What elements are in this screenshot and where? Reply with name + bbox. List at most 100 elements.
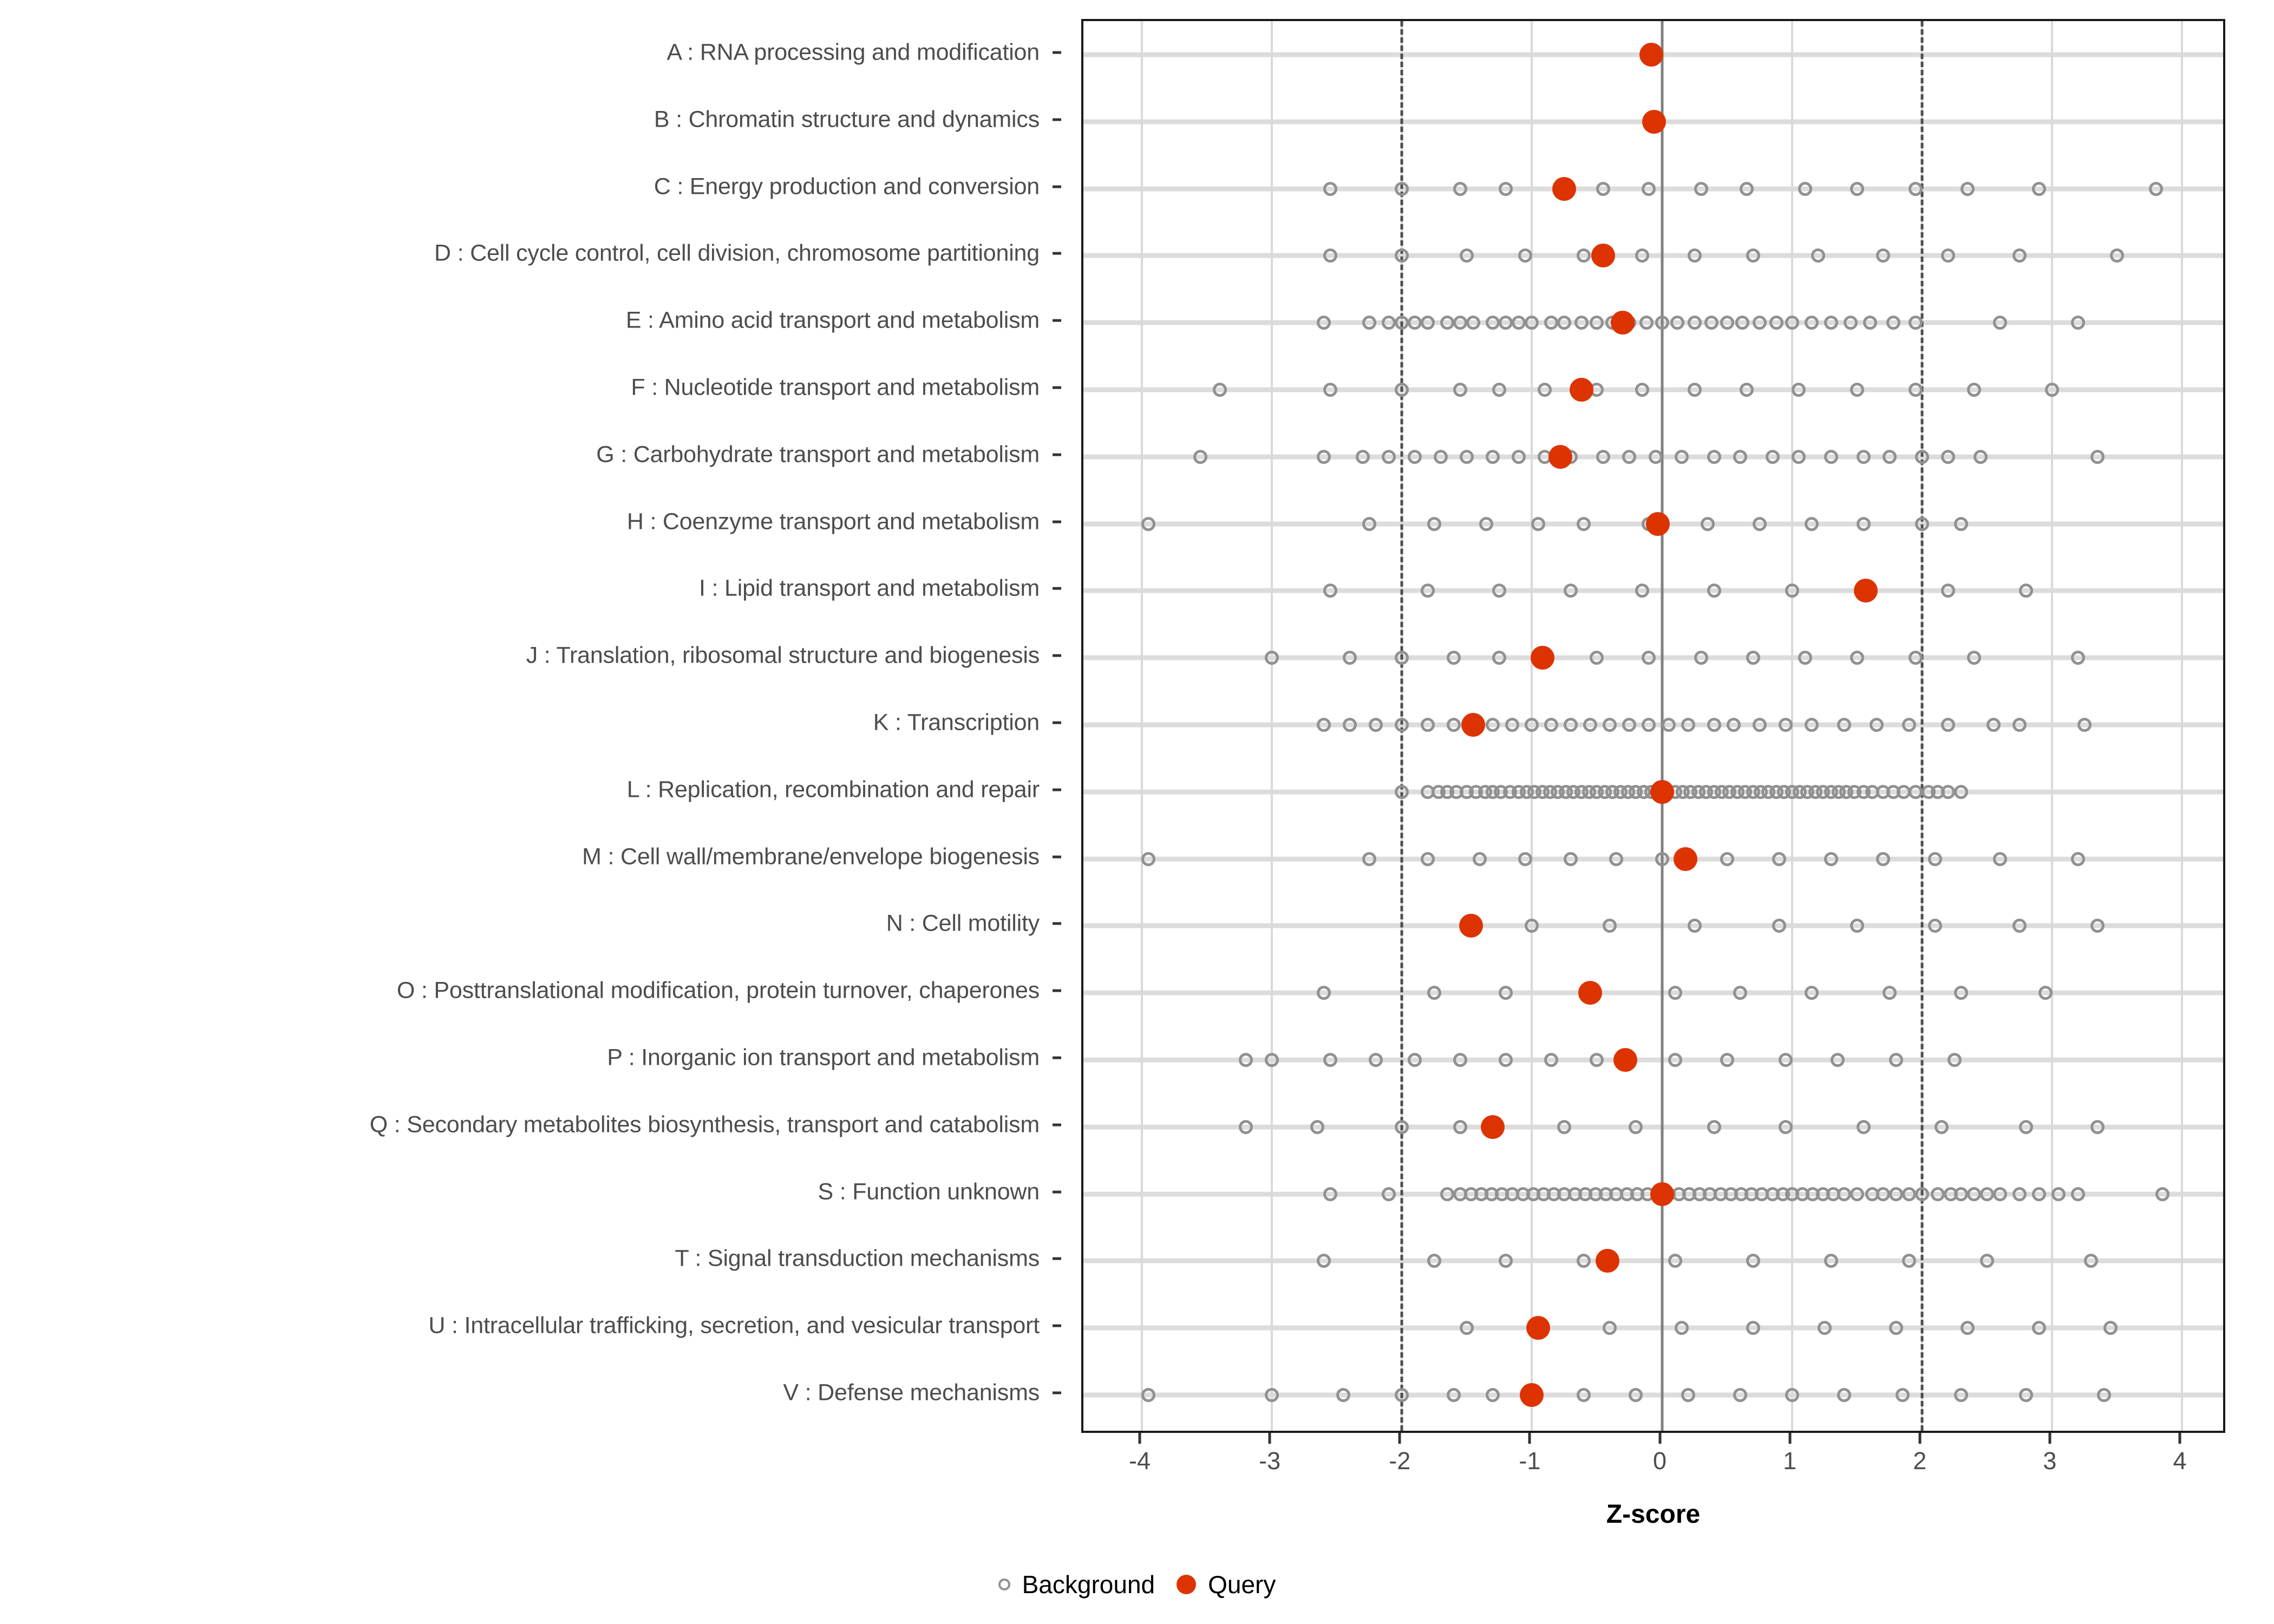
background-point (1213, 383, 1227, 397)
background-point (1953, 1388, 1968, 1402)
background-point (2077, 718, 2092, 732)
background-point (1486, 718, 1500, 732)
query-point (1650, 780, 1674, 804)
background-point (1804, 986, 1819, 1000)
x-axis-tick (1268, 1433, 1271, 1444)
legend-item-query: Query (1177, 1570, 1276, 1599)
background-point (1141, 852, 1156, 866)
query-point (1569, 378, 1593, 402)
background-point (1940, 248, 1955, 263)
background-point (1934, 1119, 1949, 1134)
background-point (2109, 248, 2124, 263)
background-point (1850, 919, 1864, 933)
background-point (2031, 1321, 2046, 1335)
background-point (1707, 1119, 1721, 1134)
y-axis-tick (1053, 788, 1061, 791)
background-point (1239, 1119, 1253, 1134)
legend-item-background: Background (998, 1570, 1155, 1599)
background-point (1499, 1254, 1513, 1268)
background-point (2031, 181, 2046, 196)
background-point (1564, 852, 1578, 866)
y-axis-tick (1053, 185, 1061, 188)
background-point (1525, 919, 1539, 933)
background-point (1869, 718, 1884, 732)
background-point (1434, 449, 1448, 464)
y-axis-label: V : Defense mechanisms (783, 1379, 1040, 1406)
background-point (1486, 449, 1500, 464)
y-axis-tick (1053, 1324, 1061, 1327)
y-axis-tick (1053, 51, 1061, 54)
background-point (1746, 1321, 1760, 1335)
background-point (1317, 718, 1331, 732)
background-point (2038, 986, 2053, 1000)
background-point (1141, 1388, 1156, 1402)
background-point (1460, 449, 1474, 464)
y-axis-label: U : Intracellular trafficking, secretion… (428, 1312, 1040, 1339)
background-point (1687, 919, 1702, 933)
background-point (1856, 516, 1871, 531)
background-point (1914, 516, 1929, 531)
background-point (2155, 1187, 2170, 1201)
background-point (1778, 1119, 1793, 1134)
background-point (2070, 1187, 2085, 1201)
background-point (1901, 1187, 1916, 1201)
background-point (1531, 516, 1546, 531)
background-point (1960, 181, 1975, 196)
background-point (1804, 516, 1819, 531)
background-point (1668, 1254, 1682, 1268)
background-point (1772, 919, 1786, 933)
background-point (1564, 584, 1578, 598)
y-axis-label: Q : Secondary metabolites biosynthesis, … (369, 1111, 1040, 1138)
gridline-horizontal (1083, 1392, 2223, 1398)
y-axis-tick (1053, 520, 1061, 523)
background-point (1856, 1119, 1871, 1134)
background-point (1908, 784, 1923, 799)
background-point (1739, 383, 1754, 397)
y-axis-tick (1053, 1257, 1061, 1260)
background-point (1512, 449, 1526, 464)
y-axis-tick (1053, 386, 1061, 389)
background-point (1707, 449, 1721, 464)
x-axis-tick-label: 0 (1652, 1447, 1667, 1475)
background-point (2090, 449, 2105, 464)
background-point (1492, 383, 1507, 397)
chart-legend: Background Query (0, 1570, 2274, 1599)
background-point (1979, 1187, 1994, 1201)
background-point (1421, 718, 1435, 732)
background-point (1824, 852, 1838, 866)
x-axis-tick-label: -4 (1129, 1447, 1151, 1475)
background-point (1785, 316, 1799, 330)
background-point (1395, 651, 1409, 665)
background-point (1460, 248, 1474, 263)
background-point (1863, 316, 1877, 330)
query-point (1530, 646, 1554, 670)
background-point (1453, 1053, 1468, 1067)
background-point (1785, 1388, 1799, 1402)
background-point (2012, 919, 2027, 933)
background-point (1440, 316, 1455, 330)
background-point (1525, 718, 1539, 732)
background-point (1960, 1321, 1975, 1335)
x-axis-tick (1918, 1433, 1922, 1444)
background-point (1642, 181, 1656, 196)
legend-label-background: Background (1022, 1570, 1155, 1599)
x-axis-tick-label: 4 (2173, 1447, 2187, 1475)
query-point (1481, 1115, 1505, 1139)
background-point (1687, 316, 1702, 330)
background-point (1518, 248, 1533, 263)
background-point (1778, 1053, 1793, 1067)
background-point (1694, 651, 1708, 665)
background-point (1356, 449, 1370, 464)
background-point (1720, 1053, 1734, 1067)
y-axis-tick (1053, 989, 1061, 992)
background-point (1265, 1053, 1279, 1067)
background-point (1785, 584, 1799, 598)
background-point (2090, 1119, 2105, 1134)
background-point (1343, 718, 1357, 732)
background-point (1544, 316, 1559, 330)
background-point (1798, 651, 1812, 665)
y-axis-label: K : Transcription (873, 709, 1040, 736)
background-point (1639, 316, 1654, 330)
background-point (2018, 1388, 2033, 1402)
background-point (1609, 852, 1624, 866)
